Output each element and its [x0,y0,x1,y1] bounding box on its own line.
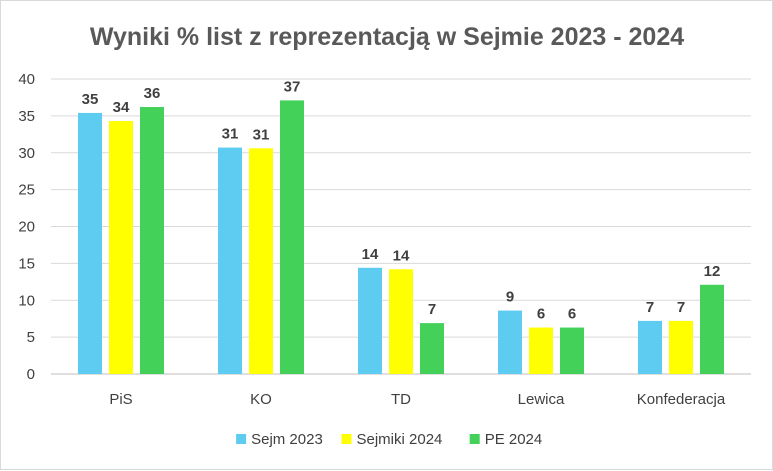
x-category-label: PiS [109,391,132,408]
bar [109,121,133,374]
bar [420,323,444,374]
data-label: 7 [646,299,654,316]
data-label: 36 [144,85,161,102]
bar [140,107,164,375]
data-label: 6 [537,306,545,323]
legend-swatch [341,434,352,444]
data-label: 9 [506,289,514,306]
chart-title: Wyniki % list z reprezentacją w Sejmie 2… [90,23,684,51]
legend: Sejm 2023 Sejmiki 2024 PE 2024 [236,431,542,448]
y-tick-label: 40 [18,71,35,88]
legend-label: Sejmiki 2024 [357,431,443,448]
legend-label: Sejm 2023 [251,431,323,448]
data-label: 12 [704,263,721,280]
y-tick-label: 5 [27,329,35,346]
data-label: 37 [284,78,301,95]
bar [389,269,413,374]
y-tick-label: 25 [18,182,35,199]
data-label: 7 [428,301,436,318]
x-category-label: Konfederacja [637,391,726,408]
y-tick-label: 20 [18,219,35,236]
bar [218,147,242,374]
bar [249,148,273,374]
bar [669,320,693,374]
x-category-label: TD [391,391,411,408]
y-tick-label: 10 [18,292,35,309]
y-tick-label: 35 [18,108,35,125]
data-label: 35 [82,91,99,108]
y-axis-ticks: 0 5 10 15 20 25 30 35 40 [18,71,35,383]
data-label: 7 [677,299,685,316]
y-tick-label: 30 [18,145,35,162]
data-labels: 35 34 36 31 31 37 14 14 7 9 6 6 7 7 12 [82,78,721,322]
gridlines [51,78,751,375]
data-label: 31 [222,126,239,143]
legend-swatch [236,434,247,444]
bar [280,100,304,374]
legend-swatch [469,434,480,444]
bar [529,327,553,374]
y-tick-label: 15 [18,255,35,272]
bar [498,310,522,374]
legend-label: PE 2024 [485,431,543,448]
x-category-label: Lewica [518,391,565,408]
bar [638,320,662,374]
data-label: 34 [113,99,130,116]
data-label: 6 [568,306,576,323]
x-category-label: KO [250,391,272,408]
bar [78,112,102,375]
x-axis-categories: PiS KO TD Lewica Konfederacja [109,391,726,408]
bars [78,100,724,375]
bar [700,284,724,374]
data-label: 14 [393,247,410,264]
y-tick-label: 0 [27,366,35,383]
data-label: 14 [362,246,379,263]
bar [560,327,584,374]
bar [358,267,382,374]
data-label: 31 [253,126,270,143]
